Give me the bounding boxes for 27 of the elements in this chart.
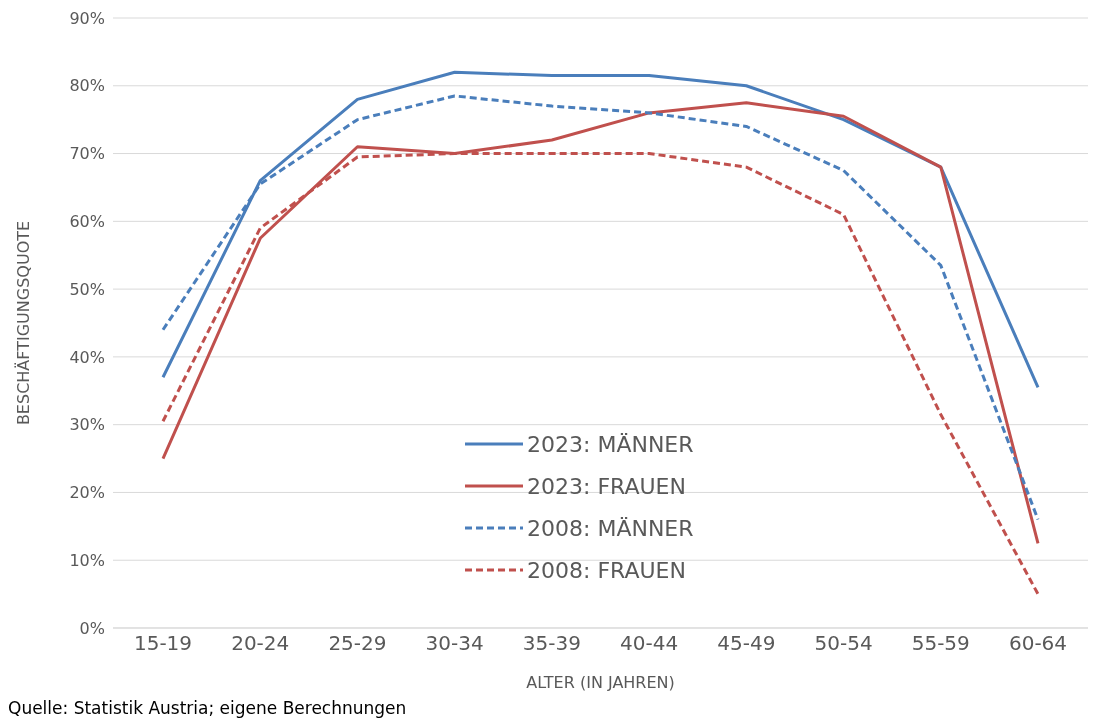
y-tick-label: 50% — [69, 279, 105, 299]
x-tick-label: 55-59 — [911, 631, 970, 656]
legend-label: 2023: FRAUEN — [527, 473, 686, 499]
x-tick-label: 45-49 — [717, 631, 776, 656]
x-tick-label: 25-29 — [328, 631, 387, 656]
x-tick-label: 15-19 — [133, 631, 193, 656]
y-tick-label: 0% — [79, 618, 105, 638]
y-axis-title: BESCHÄFTIGUNGSQUOTE — [13, 220, 33, 426]
source-note: Quelle: Statistik Austria; eigene Berechnungen — [8, 698, 407, 718]
x-tick-label: 35-39 — [522, 631, 581, 656]
y-tick-label: 10% — [69, 550, 105, 570]
x-tick-label: 20-24 — [231, 631, 290, 656]
x-axis-title: ALTER (IN JAHREN) — [526, 673, 675, 692]
x-tick-label: 30-34 — [425, 631, 484, 656]
x-tick-label: 50-54 — [814, 631, 873, 656]
y-tick-label: 80% — [69, 76, 105, 96]
legend-label: 2008: FRAUEN — [527, 557, 686, 583]
y-tick-label: 60% — [69, 212, 105, 232]
x-tick-label: 40-44 — [620, 631, 679, 656]
legend-label: 2008: MÄNNER — [527, 515, 694, 541]
y-tick-label: 20% — [69, 483, 105, 503]
y-tick-label: 30% — [69, 415, 105, 435]
y-tick-label: 90% — [69, 8, 105, 28]
y-tick-label: 70% — [69, 144, 105, 164]
x-tick-label: 60-64 — [1008, 631, 1068, 656]
y-tick-label: 40% — [69, 347, 105, 367]
legend-label: 2023: MÄNNER — [527, 431, 694, 457]
